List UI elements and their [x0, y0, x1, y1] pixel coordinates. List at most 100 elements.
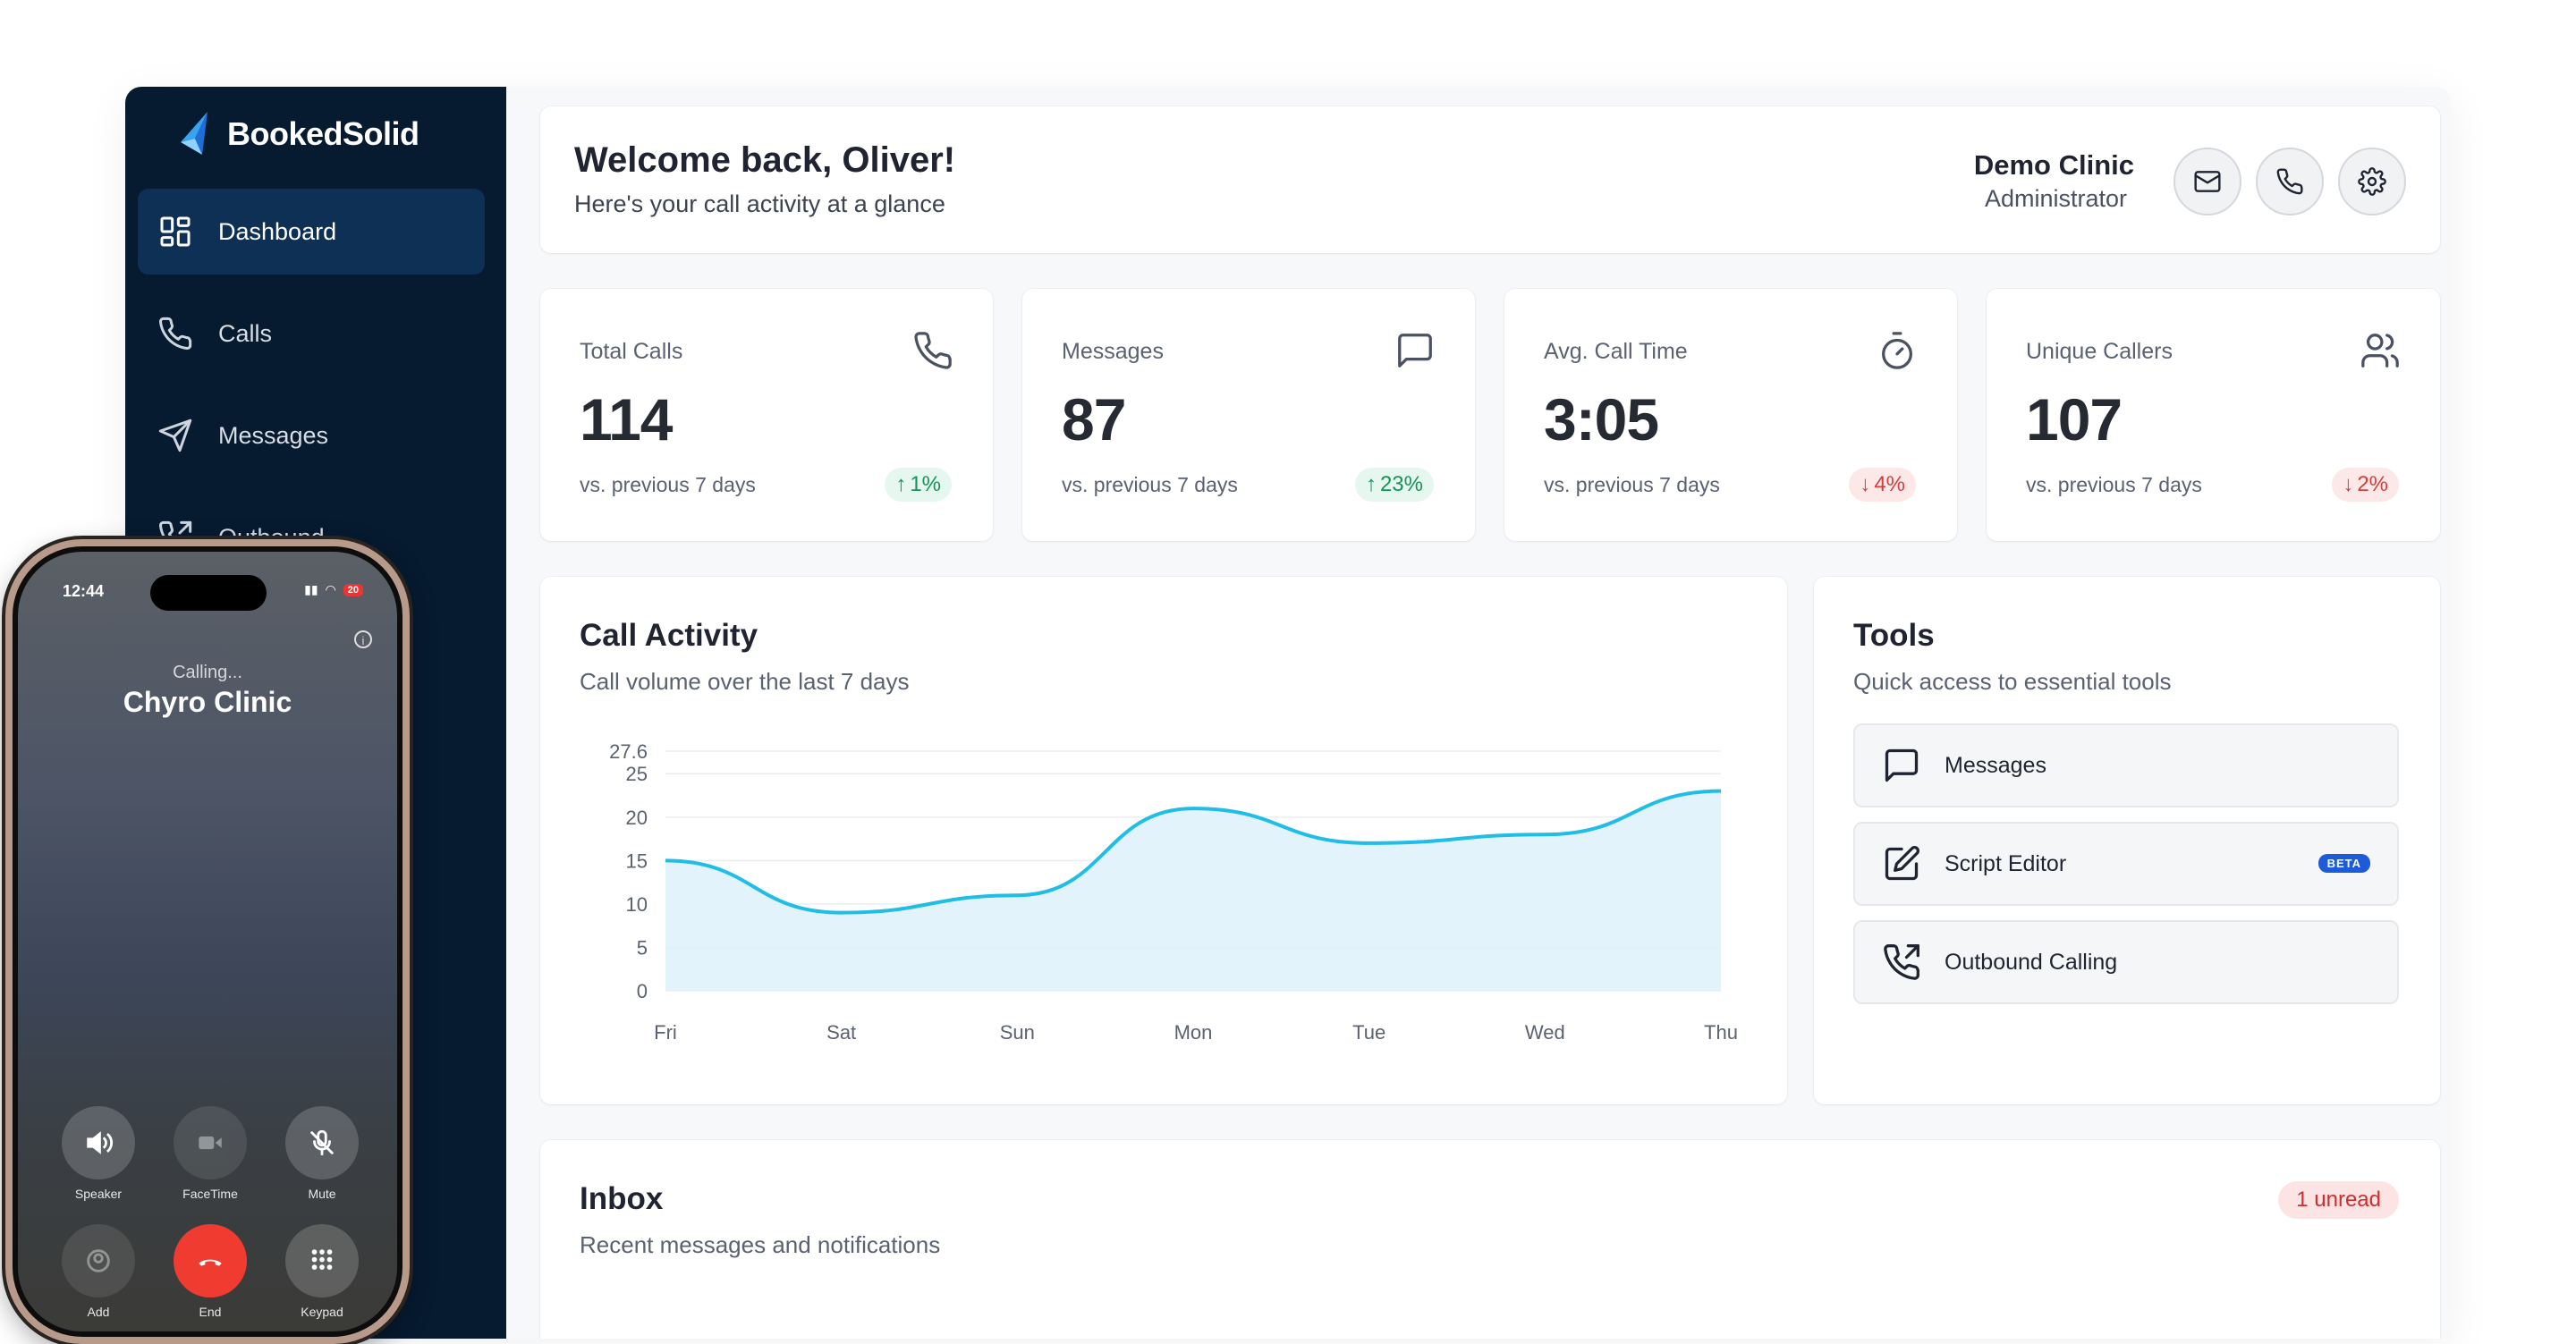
signal-icon: ▮▮	[304, 582, 318, 596]
x-tick-label: Sat	[826, 1021, 856, 1044]
message-square-icon	[1885, 748, 1919, 782]
send-icon	[158, 418, 192, 452]
battery-icon: 20	[343, 583, 363, 596]
unread-badge: 1 unread	[2278, 1181, 2399, 1219]
dashboard-icon	[160, 216, 191, 247]
x-tick-label: Thu	[1704, 1021, 1738, 1044]
mute-button[interactable]: Mute	[284, 1106, 360, 1201]
section-subtitle: Recent messages and notifications	[580, 1231, 941, 1258]
arrow-up-icon: ↑	[895, 472, 907, 496]
clinic-name: Demo Clinic	[1973, 149, 2134, 181]
page-title: Welcome back, Oliver!	[574, 140, 956, 180]
trend-badge: ↓ 4%	[1849, 468, 1916, 502]
message-square-icon	[1394, 330, 1436, 371]
y-tick-label: 25	[626, 763, 648, 785]
call-contact-name: Chyro Clinic	[123, 686, 292, 718]
call-button[interactable]	[2256, 148, 2324, 216]
x-tick-label: Sun	[1000, 1021, 1035, 1044]
tool-label: Messages	[1945, 752, 2046, 778]
phone-screen: 12:44 ▮▮ ◠ 20 i Calling... Chyro Clinic …	[13, 546, 402, 1337]
stat-label: Total Calls	[580, 339, 683, 364]
add-call-button[interactable]: Add	[61, 1224, 136, 1319]
stat-compare: vs. previous 7 days	[580, 473, 756, 496]
y-tick-label: 10	[626, 893, 648, 916]
trend-badge: ↑ 1%	[885, 468, 952, 502]
end-call-button[interactable]: End	[173, 1224, 248, 1319]
stat-label: Messages	[1062, 339, 1164, 364]
stat-compare: vs. previous 7 days	[1544, 473, 1720, 496]
add-contact-icon	[87, 1249, 110, 1272]
phone-icon	[2276, 168, 2303, 195]
tool-label: Script Editor	[1945, 850, 2067, 876]
tool-messages[interactable]: Messages	[1853, 723, 2399, 807]
phone-clock: 12:44	[63, 582, 105, 600]
series-line	[665, 789, 1722, 915]
stat-card-avg-call-time: Avg. Call Time 3:05 vs. previous 7 days …	[1504, 289, 1957, 541]
stat-label: Unique Callers	[2026, 339, 2173, 364]
y-tick-label: 5	[637, 936, 648, 959]
users-icon	[2360, 330, 2401, 371]
stat-compare: vs. previous 7 days	[1062, 473, 1238, 496]
stat-compare: vs. previous 7 days	[2026, 473, 2202, 496]
beta-badge: BETA	[2318, 854, 2370, 873]
app-window: BookedSolid Dashboard Calls Messages Out…	[125, 87, 2451, 1339]
tool-outbound-calling[interactable]: Outbound Calling	[1853, 920, 2399, 1004]
brand[interactable]: BookedSolid	[175, 112, 419, 156]
sidebar-item-calls[interactable]: Calls	[138, 291, 485, 376]
x-tick-label: Fri	[654, 1021, 677, 1044]
video-icon	[199, 1136, 222, 1150]
phone-icon	[159, 317, 192, 350]
arrow-down-icon: ↓	[1860, 472, 1871, 496]
mic-off-icon	[310, 1129, 334, 1156]
y-tick-label: 27.6	[609, 740, 648, 763]
stat-card-total-calls: Total Calls 114 vs. previous 7 days ↑ 1%	[540, 289, 993, 541]
call-status: Calling...	[173, 663, 242, 682]
series-area	[665, 790, 1721, 991]
mail-icon	[2194, 171, 2221, 192]
keypad-icon	[311, 1249, 333, 1270]
phone-mockup: 12:44 ▮▮ ◠ 20 i Calling... Chyro Clinic …	[5, 539, 410, 1344]
trend-badge: ↓ 2%	[2332, 468, 2399, 502]
wifi-icon: ◠	[325, 582, 336, 596]
stat-value: 107	[2026, 386, 2123, 452]
speaker-icon	[87, 1131, 114, 1154]
mail-button[interactable]	[2174, 148, 2241, 216]
keypad-button[interactable]: Keypad	[284, 1224, 360, 1319]
page-subtitle: Here's your call activity at a glance	[574, 190, 945, 217]
tool-script-editor[interactable]: Script Editor BETA	[1853, 822, 2399, 906]
call-activity-card: Call Activity Call volume over the last …	[540, 577, 1787, 1104]
phone-status-bar: ▮▮ ◠ 20	[304, 582, 363, 597]
sidebar-item-dashboard[interactable]: Dashboard	[138, 189, 485, 275]
y-tick-label: 0	[637, 980, 648, 1002]
section-title: Call Activity	[580, 618, 758, 653]
settings-icon	[2358, 167, 2386, 196]
sidebar-item-label: Dashboard	[218, 217, 337, 245]
trend-badge: ↑ 23%	[1354, 468, 1434, 502]
stat-value: 114	[580, 386, 673, 452]
inbox-card: Inbox Recent messages and notifications …	[540, 1140, 2440, 1339]
y-tick-label: 15	[626, 850, 648, 872]
x-tick-label: Tue	[1352, 1021, 1385, 1044]
sidebar-item-messages[interactable]: Messages	[138, 393, 485, 478]
settings-button[interactable]	[2338, 148, 2406, 216]
tools-card: Tools Quick access to essential tools Me…	[1814, 577, 2440, 1104]
dynamic-island	[150, 575, 267, 611]
section-title: Inbox	[580, 1181, 664, 1216]
phone-icon	[912, 330, 953, 371]
section-subtitle: Call volume over the last 7 days	[580, 668, 910, 695]
header-card: Welcome back, Oliver! Here's your call a…	[540, 106, 2440, 253]
end-call-icon	[199, 1259, 222, 1266]
stat-card-messages: Messages 87 vs. previous 7 days ↑ 23%	[1022, 289, 1475, 541]
speaker-button[interactable]: Speaker	[61, 1106, 136, 1201]
info-icon[interactable]: i	[354, 630, 372, 648]
brand-name: BookedSolid	[227, 115, 419, 152]
arrow-down-icon: ↓	[2343, 472, 2354, 496]
sidebar-item-label: Calls	[218, 319, 273, 347]
x-tick-label: Mon	[1174, 1021, 1213, 1044]
edit-icon	[1885, 846, 1919, 881]
stat-value: 3:05	[1544, 386, 1659, 452]
facetime-button[interactable]: FaceTime	[173, 1106, 248, 1201]
timer-icon	[1877, 330, 1918, 371]
user-role: Administrator	[1984, 185, 2127, 212]
